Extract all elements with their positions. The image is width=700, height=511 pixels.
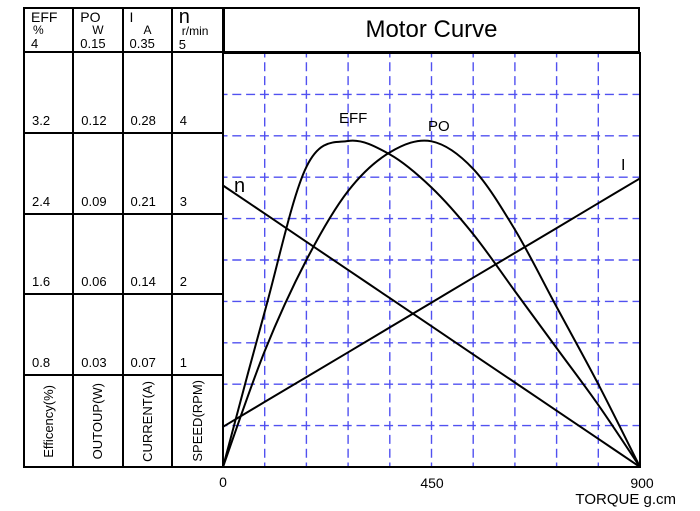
value-cell-n-0: 4 xyxy=(172,53,222,134)
column-topvalue-po: 0.15 xyxy=(80,36,106,51)
grid xyxy=(223,53,640,467)
column-name-po: PO xyxy=(80,9,101,25)
footer-cell-output: OUTOUP(W) xyxy=(74,376,124,466)
footer-cell-current: CURRENT(A) xyxy=(124,376,173,466)
column-topvalue-n: 5 xyxy=(178,37,186,52)
x-tick-900: 900 xyxy=(630,475,654,491)
value-cell-po-2: 0.06 xyxy=(74,215,124,295)
value-cell-po-3: 0.03 xyxy=(74,295,124,376)
value-cell-i-2: 0.14 xyxy=(123,215,173,295)
plot-border xyxy=(222,52,641,468)
value-cell-po-1: 0.09 xyxy=(74,134,124,215)
value-cell-i-0: 0.28 xyxy=(123,53,173,134)
value-cell-eff-3: 0.8 xyxy=(25,295,75,376)
curve-label-n: n xyxy=(234,175,245,197)
column-unit-i: A xyxy=(143,23,152,37)
axis-value-table: EFF % 4 PO W 0.15 I A 0.35 n r/min 5 3.2… xyxy=(23,7,224,468)
header-cell-n: n r/min 5 xyxy=(172,9,222,53)
header-cell-po: PO W 0.15 xyxy=(74,9,124,53)
header-cell-eff: EFF % 4 xyxy=(25,9,75,53)
curve-label-po: PO xyxy=(428,118,450,135)
value-cell-n-3: 1 xyxy=(172,295,222,376)
column-name-n: n xyxy=(178,9,190,28)
chart-title-box: Motor Curve xyxy=(223,7,640,53)
value-cell-eff-0: 3.2 xyxy=(25,53,75,134)
value-cell-eff-1: 2.4 xyxy=(25,134,75,215)
column-name-eff: EFF xyxy=(31,9,58,25)
column-unit-eff: % xyxy=(33,23,44,37)
column-topvalue-eff: 4 xyxy=(31,36,39,51)
column-unit-n: r/min xyxy=(181,24,209,38)
value-cell-eff-2: 1.6 xyxy=(25,215,75,295)
curve-n xyxy=(222,184,641,468)
curve-PO xyxy=(222,139,641,468)
curves xyxy=(222,139,641,468)
value-cell-i-3: 0.07 xyxy=(123,295,173,376)
header-cell-i: I A 0.35 xyxy=(123,9,173,53)
value-cell-po-0: 0.12 xyxy=(74,53,124,134)
x-axis-label: TORQUE g.cm xyxy=(575,491,676,508)
chart-title: Motor Curve xyxy=(365,16,498,43)
x-tick-450: 450 xyxy=(420,475,444,491)
column-name-i: I xyxy=(129,9,134,25)
value-cell-n-2: 2 xyxy=(172,215,222,295)
x-tick-0: 0 xyxy=(219,474,227,490)
curve-label-eff: EFF xyxy=(339,110,367,127)
footer-cell-efficiency: Efficency(%) xyxy=(25,376,75,466)
value-cell-n-1: 3 xyxy=(172,134,222,215)
curve-label-i: I xyxy=(621,157,625,174)
curve-EFF xyxy=(222,139,641,468)
column-topvalue-i: 0.35 xyxy=(129,36,155,51)
value-cell-i-1: 0.21 xyxy=(123,134,173,215)
curve-I xyxy=(222,177,641,428)
column-unit-po: W xyxy=(92,23,104,37)
